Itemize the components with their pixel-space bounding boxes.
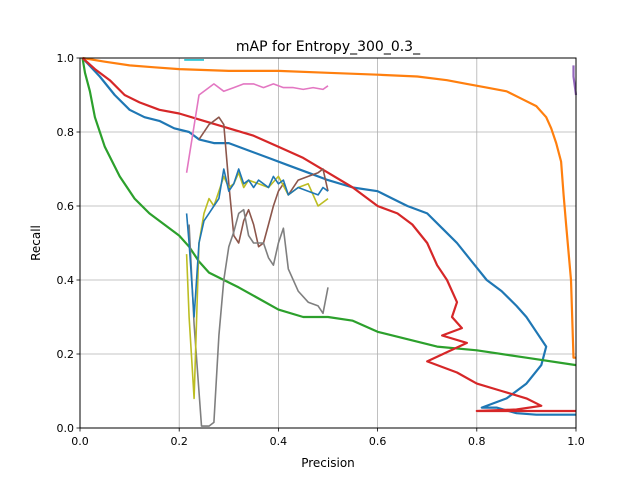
y-tick-label: 0.6 [57, 200, 75, 213]
x-axis-label: Precision [301, 456, 355, 470]
y-tick-label: 0.0 [57, 422, 75, 435]
series-line-1 [82, 56, 576, 359]
plot-frame [79, 57, 577, 429]
x-tick-label: 0.2 [170, 435, 188, 448]
x-tick-label: 1.0 [567, 435, 585, 448]
y-tick-label: 0.2 [57, 348, 75, 361]
y-tick-label: 0.4 [57, 274, 75, 287]
series-line-3 [81, 57, 576, 413]
series-line-7 [188, 208, 329, 427]
y-axis-label: Recall [29, 225, 43, 261]
chart-title: mAP for Entropy_300_0.3_ [236, 39, 421, 55]
y-tick-label: 1.0 [57, 52, 75, 65]
series-line-6 [185, 83, 329, 173]
x-tick-label: 0.4 [270, 435, 288, 448]
series-line-4 [572, 65, 578, 96]
x-tick-label: 0.6 [369, 435, 387, 448]
y-tick-label: 0.8 [57, 126, 75, 139]
plot-area [80, 58, 576, 428]
x-tick-label: 0.8 [468, 435, 486, 448]
series-line-2 [81, 57, 577, 367]
x-tick-label: 0.0 [71, 435, 89, 448]
ticks: 0.0 0.2 0.4 0.6 0.8 1.0 0.0 0.2 0.4 0.6 0.8 1.0 [57, 52, 585, 448]
series-line-5 [198, 116, 329, 248]
series-layer [81, 56, 578, 427]
series-line-10 [185, 168, 329, 318]
